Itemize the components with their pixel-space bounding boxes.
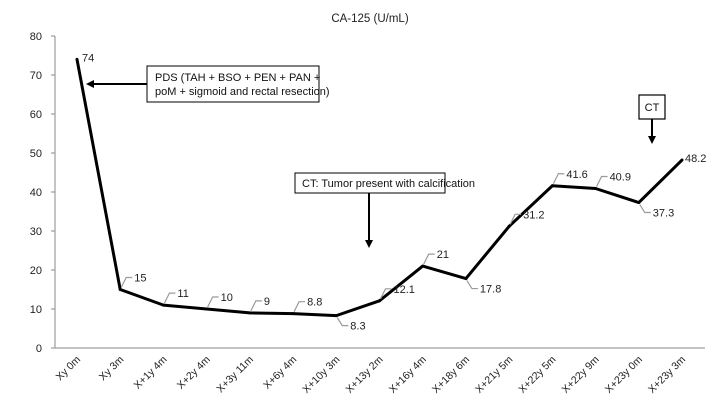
annotation-ct-tumor-text: CT: Tumor present with calcification bbox=[302, 178, 475, 190]
data-point bbox=[161, 303, 165, 307]
data-label-callout bbox=[120, 276, 133, 288]
data-label: 12.1 bbox=[394, 284, 415, 296]
x-tick-label: X+2y 4m bbox=[175, 353, 213, 391]
data-label-callout bbox=[552, 173, 565, 185]
x-tick-label: X+1y 4m bbox=[132, 353, 170, 391]
data-label: 40.9 bbox=[610, 171, 631, 183]
data-label: 37.3 bbox=[653, 208, 674, 220]
data-point bbox=[680, 158, 684, 162]
x-tick-label: X+23y 3m bbox=[646, 353, 688, 395]
data-label: 17.8 bbox=[480, 284, 501, 296]
x-tick-label: X+6y 4m bbox=[261, 353, 299, 391]
data-point bbox=[334, 314, 338, 318]
data-point bbox=[75, 57, 79, 61]
series-line-group bbox=[75, 57, 684, 318]
y-tick-label: 60 bbox=[30, 109, 42, 121]
data-label-callout bbox=[336, 317, 349, 327]
data-point bbox=[421, 264, 425, 268]
x-tick-label: X+13y 2m bbox=[343, 353, 385, 395]
data-label: 21 bbox=[437, 249, 449, 261]
data-label-callout bbox=[293, 301, 306, 312]
x-tick-label: X+3y 11m bbox=[214, 353, 256, 395]
annotation-ct-text: CT bbox=[645, 102, 660, 114]
data-label-callout bbox=[379, 288, 392, 300]
data-point bbox=[464, 277, 468, 281]
data-label: 8.3 bbox=[350, 321, 365, 333]
data-label: 9 bbox=[264, 296, 270, 308]
x-tick-label: X+22y 5m bbox=[516, 353, 558, 395]
data-label: 74 bbox=[82, 52, 94, 64]
y-tick-label: 80 bbox=[30, 31, 42, 43]
data-point bbox=[378, 299, 381, 303]
annotation-pds-text: PDS (TAH + BSO + PEN + PAN + bbox=[155, 72, 320, 84]
data-point bbox=[507, 224, 511, 228]
x-tick-label: X+22y 9m bbox=[560, 353, 602, 395]
data-label-callout bbox=[639, 204, 651, 214]
data-label-callout bbox=[163, 292, 176, 304]
data-point bbox=[118, 288, 122, 291]
data-label: 11 bbox=[177, 288, 188, 300]
y-tick-label: 10 bbox=[30, 304, 42, 316]
data-label: 41.6 bbox=[566, 169, 587, 181]
data-label: 48.2 bbox=[685, 153, 706, 165]
data-label: 10 bbox=[221, 292, 233, 304]
data-label: 8.8 bbox=[307, 297, 322, 309]
x-tick-label: X+18y 6m bbox=[430, 353, 472, 395]
x-tick-label: Xy 3m bbox=[97, 353, 127, 383]
data-point bbox=[594, 186, 598, 190]
y-tick-label: 30 bbox=[30, 226, 42, 238]
y-tick-label: 0 bbox=[36, 343, 42, 355]
annotation-ct-box bbox=[638, 94, 666, 120]
data-label-callout bbox=[423, 253, 435, 265]
data-point bbox=[550, 184, 554, 188]
data-point bbox=[248, 311, 252, 315]
annotation-pds-box bbox=[146, 65, 320, 103]
chart-title: CA-125 (U/mL) bbox=[331, 13, 408, 25]
y-tick-label: 20 bbox=[30, 265, 42, 277]
annotation-pds-text: poM + sigmoid and rectal resection) bbox=[155, 86, 330, 98]
data-point bbox=[205, 307, 209, 311]
x-tick-label: X+23y 0m bbox=[603, 353, 645, 395]
y-tick-label: 40 bbox=[30, 187, 42, 199]
x-tick-label: X+21y 5m bbox=[473, 353, 515, 395]
y-axis-ticks: 0 10 20 30 40 50 60 70 80 bbox=[30, 31, 55, 355]
x-tick-label: X+16y 4m bbox=[387, 353, 429, 395]
data-label: 31.2 bbox=[523, 209, 544, 221]
x-tick-label: Xy 0m bbox=[54, 353, 84, 383]
data-label: 15 bbox=[134, 273, 146, 285]
data-label-callout bbox=[509, 213, 522, 225]
x-tick-label: X+10y 3m bbox=[300, 353, 342, 395]
y-tick-label: 70 bbox=[30, 70, 42, 82]
data-label-callout bbox=[466, 280, 478, 290]
x-axis-ticks: Xy 0m Xy 3m X+1y 4m X+2y 4m X+3y 11m X+6y 4m X… bbox=[54, 353, 689, 395]
y-tick-label: 50 bbox=[30, 148, 42, 160]
data-point bbox=[637, 201, 641, 205]
data-point bbox=[291, 312, 295, 316]
data-label-callout bbox=[250, 300, 262, 312]
data-labels-group: 74 15 11 10 9 8.8 8.3 12.1 21 17.8 31.2 41.6 40.9 37.… bbox=[82, 52, 706, 332]
data-label-callout bbox=[207, 296, 219, 308]
annotations-group: PDS (TAH + BSO + PEN + PAN + poM + sigmoi… bbox=[86, 65, 666, 248]
data-label-callout bbox=[596, 175, 608, 187]
